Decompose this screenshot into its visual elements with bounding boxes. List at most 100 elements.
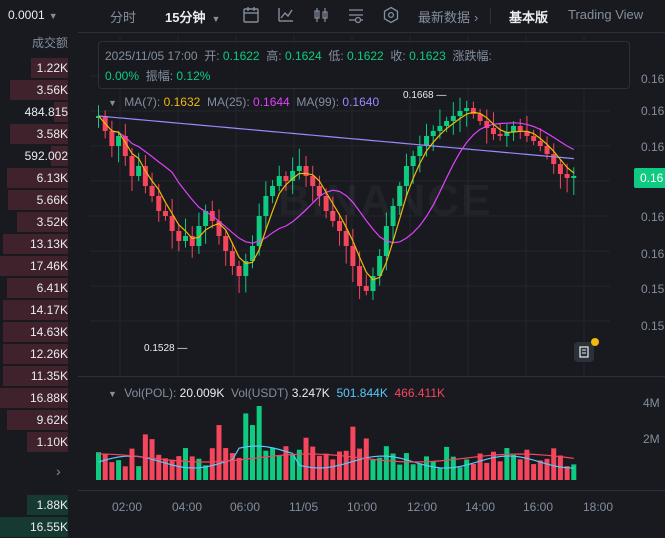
orderbook-row[interactable]: 3.52K bbox=[0, 211, 78, 233]
candle-body bbox=[337, 221, 342, 231]
calendar-icon[interactable] bbox=[242, 6, 260, 24]
line-chart-icon[interactable] bbox=[277, 6, 295, 24]
orderbook-row[interactable]: 484.815 bbox=[0, 101, 78, 123]
time-label: 12:00 bbox=[407, 500, 438, 514]
volume-value: 1.22K bbox=[36, 61, 68, 75]
candle-body bbox=[236, 266, 242, 276]
candle-body bbox=[343, 231, 349, 246]
candle-body bbox=[283, 176, 289, 181]
candle-body bbox=[357, 266, 363, 286]
volume-depth-bar bbox=[31, 58, 68, 78]
high-value: 0.1624 bbox=[284, 49, 322, 63]
chevron-down-icon[interactable]: ▼ bbox=[108, 389, 117, 399]
tab-basic[interactable]: 基本版 bbox=[509, 10, 549, 25]
volume-value: 14.63K bbox=[29, 325, 68, 339]
candle-body bbox=[531, 136, 537, 141]
ma99-value: 0.1640 bbox=[342, 95, 380, 109]
volume-depth-bar bbox=[27, 432, 68, 452]
volume-bar bbox=[430, 461, 436, 480]
volume-bar bbox=[464, 459, 470, 480]
candle-body bbox=[544, 146, 550, 154]
ma7-value: 0.1632 bbox=[163, 95, 201, 109]
volume-value: 16.88K bbox=[29, 391, 68, 405]
orderbook-row[interactable]: 16.55K bbox=[0, 516, 78, 538]
volume-bar bbox=[350, 426, 356, 480]
orderbook-row[interactable]: 5.66K bbox=[0, 189, 78, 211]
time-label: 18:00 bbox=[583, 500, 614, 514]
hexagon-settings-icon[interactable] bbox=[382, 6, 400, 24]
indicator-settings-icon[interactable] bbox=[347, 6, 365, 24]
vol-ma1-value: 501.844K bbox=[336, 386, 388, 400]
orderbook-row[interactable]: 3.56K bbox=[0, 79, 78, 101]
orderbook-row[interactable]: 14.63K bbox=[0, 321, 78, 343]
volume-bar bbox=[303, 437, 309, 480]
orderbook-row[interactable]: 9.62K bbox=[0, 409, 78, 431]
latest-data-button[interactable]: 最新数据 › bbox=[418, 7, 478, 26]
latest-data-label: 最新数据 bbox=[418, 10, 471, 25]
price-axis[interactable]: 0.16 0.16 0.16 0.16 0.16 0.15 0.15 bbox=[631, 36, 665, 376]
usdt-value: 3.247K bbox=[291, 386, 330, 400]
vol-value: 20.009K bbox=[179, 386, 225, 400]
tab-time-sharing[interactable]: 分时 bbox=[110, 10, 137, 25]
orderbook-row[interactable]: 14.17K bbox=[0, 299, 78, 321]
candle-body bbox=[216, 221, 222, 236]
candle-body bbox=[390, 206, 396, 226]
widget-icon[interactable] bbox=[574, 342, 594, 362]
orderbook-row[interactable]: 1.88K bbox=[0, 494, 78, 516]
ma99-line bbox=[98, 115, 574, 160]
high-marker: 0.1668 — bbox=[403, 90, 447, 101]
orderbook-row[interactable]: 12.26K bbox=[0, 343, 78, 365]
low-marker: 0.1528 — bbox=[144, 343, 188, 354]
watermark-text: BINANCE bbox=[278, 176, 492, 226]
volume-bar bbox=[116, 460, 122, 480]
orderbook-row[interactable]: 6.41K bbox=[0, 277, 78, 299]
ma25-label: MA(25): bbox=[206, 95, 250, 109]
volume-value: 12.26K bbox=[29, 347, 68, 361]
vol-ma2-line bbox=[98, 453, 574, 463]
orderbook-row[interactable]: 592.002 bbox=[0, 145, 78, 167]
volume-bar bbox=[383, 446, 389, 480]
volume-depth-bar bbox=[3, 322, 68, 342]
orderbook-row[interactable]: 1.10K bbox=[0, 431, 78, 453]
volume-axis: 4M 2M bbox=[631, 380, 665, 490]
time-label: 04:00 bbox=[172, 500, 203, 514]
bookmark-icon bbox=[579, 346, 589, 358]
orderbook-row[interactable]: 16.88K bbox=[0, 387, 78, 409]
tab-tradingview[interactable]: Trading View bbox=[568, 7, 644, 22]
orderbook-row[interactable]: 1.22K bbox=[0, 57, 78, 79]
time-axis[interactable]: 02:00 04:00 06:00 11/05 10:00 12:00 14:0… bbox=[78, 492, 665, 522]
time-label: 14:00 bbox=[465, 500, 496, 514]
chevron-down-icon[interactable]: ▼ bbox=[108, 98, 117, 108]
change-value: 0.00% bbox=[105, 69, 140, 83]
orderbook-row[interactable]: 17.46K bbox=[0, 255, 78, 277]
orderbook-row[interactable]: 11.35K bbox=[0, 365, 78, 387]
orderbook-row[interactable]: 6.13K bbox=[0, 167, 78, 189]
candle-body bbox=[323, 196, 329, 211]
precision-selector[interactable]: 0.0001 ▼ bbox=[8, 8, 58, 22]
price-label: 0.15 bbox=[641, 319, 665, 333]
notification-dot bbox=[591, 338, 599, 346]
candlestick-icon[interactable] bbox=[312, 6, 330, 24]
candlestick-chart[interactable] bbox=[90, 36, 610, 376]
volume-bar bbox=[276, 456, 282, 480]
volume-chart[interactable] bbox=[90, 400, 610, 480]
expand-arrow-icon[interactable]: › bbox=[56, 463, 61, 479]
volume-bar bbox=[136, 466, 142, 480]
price-label: 0.15 bbox=[641, 282, 665, 296]
candle-body bbox=[129, 156, 135, 176]
orderbook-row[interactable]: 13.13K bbox=[0, 233, 78, 255]
candle-body bbox=[484, 121, 490, 128]
candle-body bbox=[330, 211, 336, 221]
orderbook-row[interactable]: 3.58K bbox=[0, 123, 78, 145]
volume-axis-label: 4M bbox=[643, 396, 660, 410]
time-axis-divider bbox=[78, 490, 665, 491]
volume-depth-bar bbox=[7, 168, 68, 188]
close-value: 0.1623 bbox=[409, 49, 446, 63]
candle-body bbox=[229, 251, 235, 266]
pane-divider[interactable] bbox=[78, 376, 665, 377]
volume-bars bbox=[96, 406, 577, 480]
volume-bar bbox=[270, 447, 276, 480]
interval-selector[interactable]: 15分钟 ▼ bbox=[165, 7, 220, 26]
volume-bar bbox=[437, 467, 443, 480]
volume-bar bbox=[477, 453, 483, 480]
